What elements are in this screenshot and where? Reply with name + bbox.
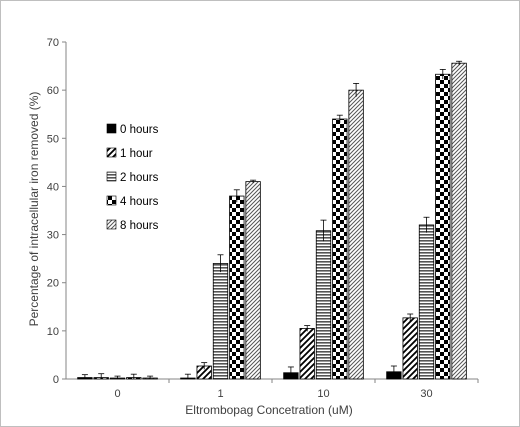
bar <box>299 328 315 380</box>
legend: 0 hours 1 hour 2 hours 4 hours 8 hours <box>106 123 159 232</box>
legend-swatch <box>106 171 117 182</box>
bar <box>332 118 348 380</box>
bar <box>348 89 364 380</box>
y-axis-label: Percentage of intracellular iron removed… <box>27 92 41 327</box>
bar <box>435 73 451 380</box>
x-tick-label: 1 <box>217 388 223 400</box>
y-tick-label: 10 <box>47 326 59 338</box>
legend-swatch <box>106 123 117 134</box>
legend-label: 0 hours <box>120 124 159 136</box>
bar <box>245 181 261 380</box>
bar <box>418 224 435 380</box>
x-tick-label: 0 <box>114 388 120 400</box>
bar <box>451 62 467 380</box>
legend-swatch <box>106 219 117 230</box>
bar <box>315 230 332 380</box>
y-tick-label: 70 <box>47 37 59 49</box>
bar <box>229 195 245 380</box>
legend-label: 4 hours <box>120 196 159 208</box>
x-axis-label: Eltrombopag Concetration (uM) <box>185 403 352 417</box>
y-tick-label: 50 <box>47 133 59 145</box>
legend-swatch <box>106 195 117 206</box>
legend-label: 8 hours <box>120 220 159 232</box>
x-tick-label: 30 <box>420 388 432 400</box>
bar <box>402 317 418 380</box>
y-tick-label: 30 <box>47 230 59 242</box>
legend-label: 1 hour <box>120 148 153 160</box>
y-tick-label: 60 <box>47 85 59 97</box>
bars <box>77 60 467 380</box>
bar <box>212 263 229 380</box>
legend-label: 2 hours <box>120 172 159 184</box>
y-tick-label: 0 <box>53 374 59 386</box>
y-tick-label: 20 <box>47 278 59 290</box>
y-tick-label: 40 <box>47 181 59 193</box>
x-tick-label: 10 <box>317 388 329 400</box>
legend-swatch <box>106 147 117 158</box>
